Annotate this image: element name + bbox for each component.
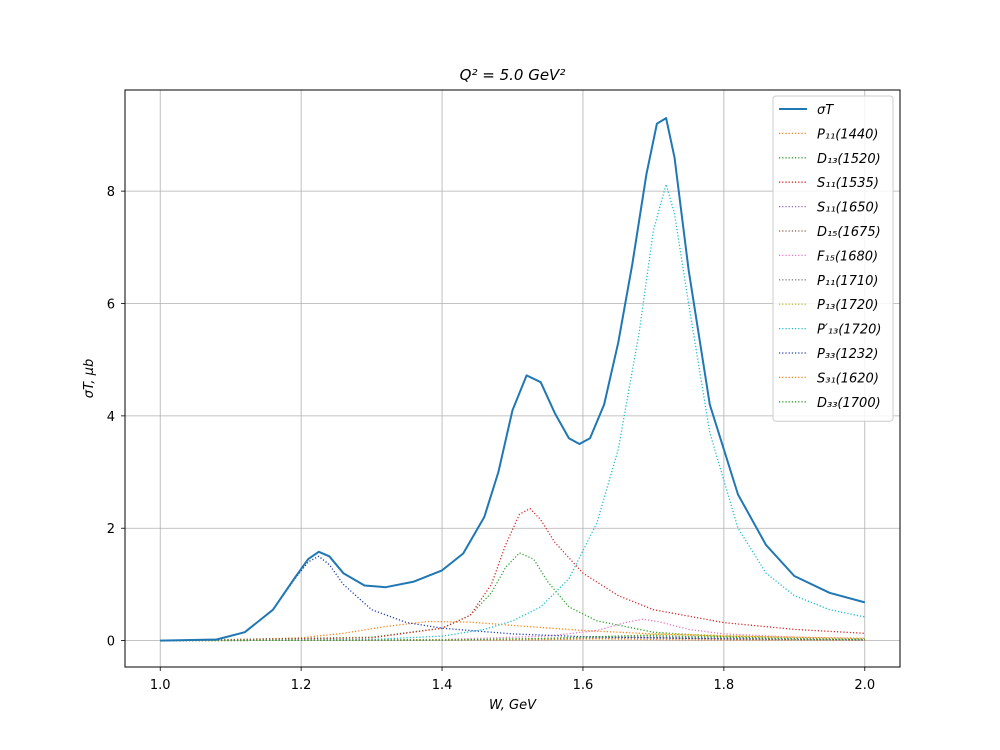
y-tick-label: 6 xyxy=(107,297,115,312)
x-tick-label: 1.6 xyxy=(573,678,594,693)
legend-label: D₃₃(1700) xyxy=(817,396,881,411)
legend-label: P₃₃(1232) xyxy=(817,347,879,362)
legend-box xyxy=(772,95,894,422)
legend-label: P₁₁(1710) xyxy=(817,274,879,289)
grid-lines xyxy=(125,90,900,667)
x-tick-label: 1.4 xyxy=(432,678,453,693)
y-tick-label: 0 xyxy=(107,635,115,650)
x-axis-label: W, GeV xyxy=(489,698,537,713)
series-layer xyxy=(160,117,866,642)
legend-label: σT xyxy=(817,103,834,118)
legend-label: P′₁₃(1720) xyxy=(817,323,881,338)
legend-label: P₁₁(1440) xyxy=(817,127,879,142)
chart-title: Q² = 5.0 GeV² xyxy=(460,66,566,84)
y-tick-label: 2 xyxy=(107,522,115,537)
axis-ticks: 1.0 1.2 1.4 1.6 1.8 2.0 0 2 4 6 8 xyxy=(107,185,875,693)
legend-label: S₁₁(1535) xyxy=(817,176,879,191)
legend-label: P₁₃(1720) xyxy=(817,298,879,313)
x-tick-label: 2.0 xyxy=(854,678,875,693)
legend-label: D₁₃(1520) xyxy=(817,152,881,167)
y-tick-label: 8 xyxy=(107,185,115,200)
legend: σT P₁₁(1440) D₁₃(1520) S₁₁(1535) S₁₁(1650) D₁… xyxy=(772,95,894,422)
legend-label: S₁₁(1650) xyxy=(817,201,879,216)
y-axis-label: σT, μb xyxy=(82,359,97,398)
x-tick-label: 1.0 xyxy=(150,678,171,693)
series-line xyxy=(160,117,866,642)
series-line xyxy=(160,507,865,642)
x-tick-label: 1.2 xyxy=(291,678,312,693)
y-tick-label: 4 xyxy=(107,410,115,425)
series-line xyxy=(160,183,865,642)
legend-label: S₃₁(1620) xyxy=(817,371,879,386)
series-line xyxy=(160,618,865,642)
plot-frame xyxy=(124,89,901,668)
legend-label: F₁₅(1680) xyxy=(817,249,878,264)
x-tick-label: 1.8 xyxy=(714,678,735,693)
legend-label: D₁₅(1675) xyxy=(817,225,881,240)
